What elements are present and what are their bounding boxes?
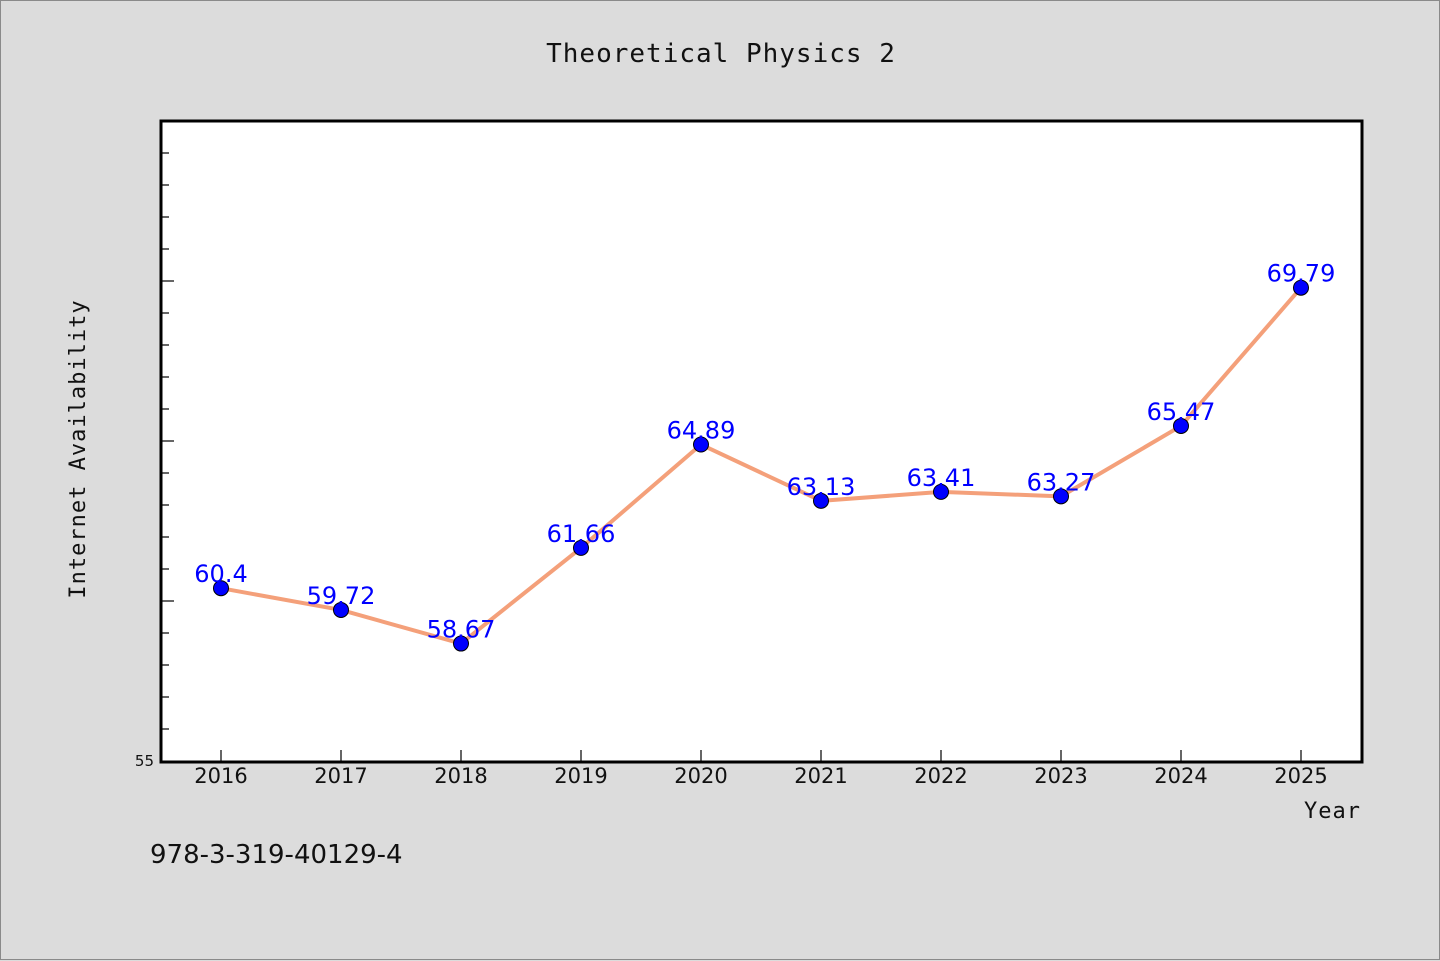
x-axis-label: Year: [1304, 799, 1361, 824]
x-tick-label: 2021: [794, 764, 847, 788]
data-label: 63.41: [907, 464, 976, 492]
data-point: [213, 580, 229, 597]
data-point: [933, 483, 949, 500]
x-tick-label: 2022: [914, 764, 967, 788]
plot-area: [159, 119, 1364, 764]
x-axis-ticks: 2016 2017 2018 2019 2020 2021 2022 2023 2024 2025: [194, 750, 1328, 788]
data-point: [1293, 279, 1309, 296]
data-label: 65.47: [1147, 398, 1216, 426]
data-point: [573, 539, 589, 556]
data-label: 58.67: [427, 616, 496, 644]
x-tick-label: 2016: [194, 764, 247, 788]
data-label: 61.66: [547, 520, 616, 548]
x-tick-label: 2020: [674, 764, 727, 788]
data-labels: 60.4 59.72 58.67 61.66 64.89 63.13 63.41 63.27 6…: [194, 260, 1335, 644]
chart-title: Theoretical Physics 2: [546, 39, 896, 69]
data-point: [813, 492, 829, 509]
data-label: 60.4: [194, 560, 247, 588]
y-tick-label: 55: [135, 752, 154, 770]
data-point: [1053, 488, 1069, 505]
data-point: [453, 635, 469, 652]
x-tick-label: 2023: [1034, 764, 1087, 788]
data-label: 63.13: [787, 473, 856, 501]
x-tick-label: 2019: [554, 764, 607, 788]
x-tick-label: 2025: [1274, 764, 1327, 788]
series-markers: [213, 279, 1309, 652]
data-label: 69.79: [1267, 260, 1336, 288]
y-axis-label: Internet Availability: [66, 299, 91, 598]
data-label: 59.72: [307, 582, 376, 610]
series-line: [220, 286, 1303, 646]
isbn-footer: 978-3-319-40129-4: [150, 840, 403, 870]
x-tick-label: 2024: [1154, 764, 1207, 788]
x-tick-label: 2018: [434, 764, 487, 788]
x-tick-label: 2017: [314, 764, 367, 788]
data-label: 63.27: [1027, 468, 1096, 496]
data-point: [1173, 417, 1189, 434]
data-label: 64.89: [667, 417, 736, 445]
y-axis-ticks: 55: [135, 152, 174, 770]
data-point: [333, 601, 349, 618]
data-point: [693, 436, 709, 453]
